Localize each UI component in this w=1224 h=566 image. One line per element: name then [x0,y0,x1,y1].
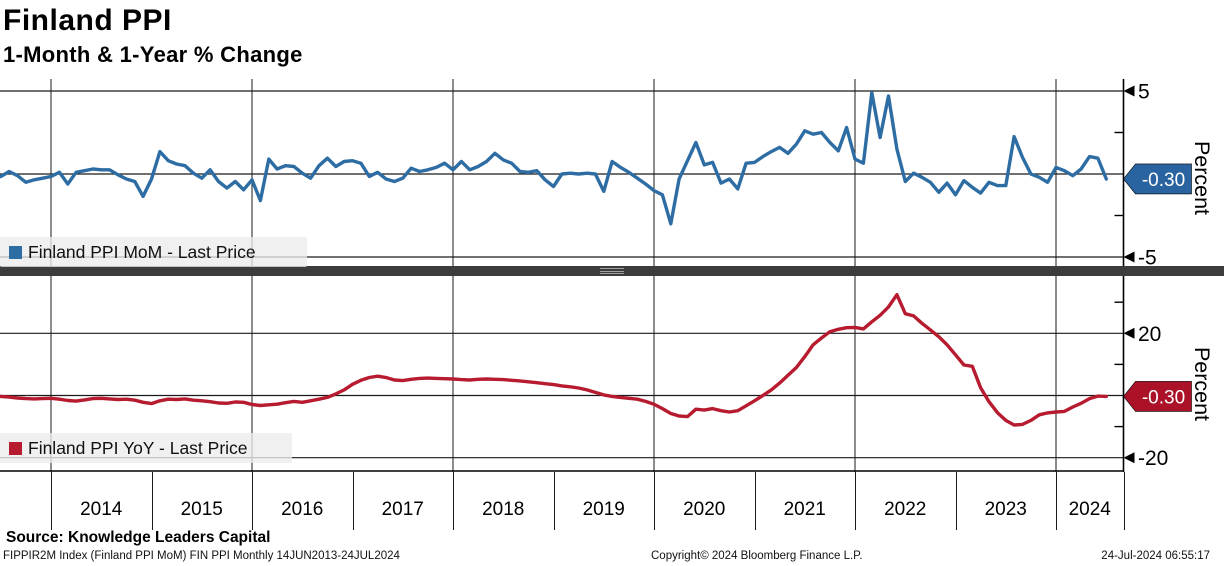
legend-yoy-label: Finland PPI YoY - Last Price [28,437,248,458]
x-axis-tick [754,472,756,530]
year-label: 2016 [281,499,324,520]
year-label: 2015 [180,499,223,520]
y-axis-unit-top: Percent [1190,140,1214,216]
mom-series-swatch-icon [9,245,22,259]
yoy-series-swatch-icon [9,441,22,455]
x-axis-tick [151,472,153,530]
year-label: 2020 [683,499,726,520]
chart-subtitle: 1-Month & 1-Year % Change [3,42,303,67]
x-axis-tick [453,472,454,530]
year-label: 2017 [381,499,424,520]
legend-mom[interactable]: Finland PPI MoM - Last Price [0,237,307,267]
x-axis-tick [955,472,957,530]
x-axis-tick [553,472,555,530]
ppi-mom-chart-panel[interactable]: 5 -5 -0.30 [0,79,1224,266]
source-credit: Source: Knowledge Leaders Capital [6,529,271,546]
timestamp: 24-Jul-2024 06:55:17 [1101,550,1210,562]
svg-text:-5: -5 [1138,247,1157,267]
legend-mom-label: Finland PPI MoM - Last Price [28,241,256,262]
year-label: 2022 [884,499,927,520]
year-label: 2019 [582,499,625,520]
x-axis-tick [855,472,856,530]
x-axis-year-band: 2014 2015 2016 2017 2018 2019 2020 2021 2022 2023… [0,472,1224,530]
x-axis-tick [654,472,655,530]
legend-yoy[interactable]: Finland PPI YoY - Last Price [0,433,292,463]
divider-grip-icon[interactable] [600,268,624,274]
year-label: 2018 [482,499,525,520]
svg-text:20: 20 [1138,323,1161,346]
year-label: 2024 [1068,499,1111,520]
year-label: 2021 [783,499,826,520]
x-axis-tick [1056,472,1057,530]
x-axis-tick [352,472,354,530]
y-axis-unit-bottom: Percent [1190,346,1214,422]
copyright-notice: Copyright© 2024 Bloomberg Finance L.P. [651,550,863,562]
svg-text:-20: -20 [1138,447,1168,470]
ticker-info: FIPPIR2M Index (Finland PPI MoM) FIN PPI… [3,550,400,562]
page-title: Finland PPI [3,4,172,37]
ppi-yoy-chart-panel[interactable]: 20 -20 -0.30 [0,276,1224,472]
year-label: 2014 [80,499,123,520]
svg-text:-0.30: -0.30 [1142,170,1185,191]
year-label: 2023 [984,499,1027,520]
panel-divider[interactable] [0,266,1224,276]
x-axis-tick [51,472,52,530]
x-axis-tick [252,472,253,530]
svg-text:5: 5 [1138,81,1150,104]
x-axis-tick [1123,472,1125,530]
svg-text:-0.30: -0.30 [1142,387,1185,408]
